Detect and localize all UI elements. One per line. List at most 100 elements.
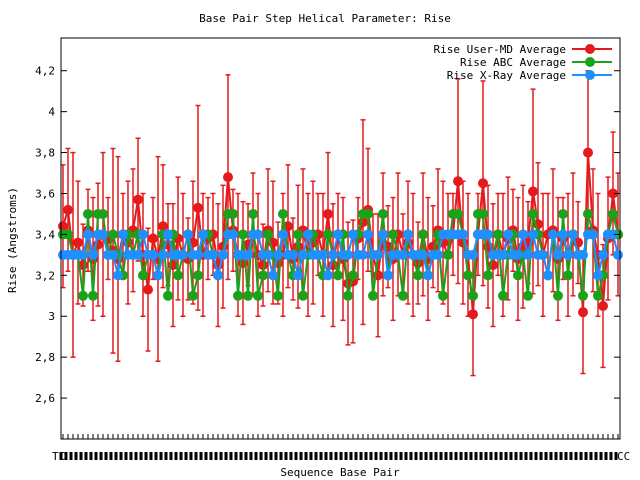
data-point bbox=[333, 270, 343, 281]
data-point bbox=[63, 204, 73, 215]
data-point bbox=[608, 229, 618, 240]
data-point bbox=[63, 229, 73, 240]
legend-label: Rise X-Ray Average bbox=[447, 69, 566, 82]
data-point bbox=[73, 237, 83, 248]
data-point bbox=[548, 229, 558, 240]
data-point bbox=[293, 229, 303, 240]
data-point bbox=[538, 249, 548, 260]
data-point bbox=[453, 208, 463, 219]
data-point bbox=[478, 178, 488, 189]
data-point bbox=[298, 290, 308, 301]
data-point bbox=[483, 270, 493, 281]
data-point bbox=[113, 270, 123, 281]
data-point bbox=[98, 208, 108, 219]
data-point bbox=[598, 249, 608, 260]
data-point bbox=[418, 249, 428, 260]
series-line bbox=[63, 233, 619, 276]
data-point bbox=[343, 249, 353, 260]
data-point bbox=[423, 270, 433, 281]
data-point bbox=[553, 249, 563, 260]
y-axis-label: Rise (Angstroms) bbox=[6, 187, 19, 293]
data-point bbox=[398, 290, 408, 301]
data-point bbox=[468, 249, 478, 260]
data-point bbox=[228, 208, 238, 219]
data-point bbox=[163, 290, 173, 301]
plot-frame bbox=[60, 37, 621, 440]
data-point bbox=[198, 229, 208, 240]
data-point bbox=[178, 249, 188, 260]
data-point bbox=[138, 229, 148, 240]
data-point bbox=[303, 229, 313, 240]
y-tick-label: 3,2 bbox=[35, 269, 55, 282]
data-point bbox=[363, 229, 373, 240]
data-point bbox=[498, 290, 508, 301]
data-point bbox=[78, 290, 88, 301]
data-point bbox=[193, 202, 203, 213]
data-point bbox=[278, 208, 288, 219]
data-point bbox=[323, 270, 333, 281]
data-point bbox=[413, 270, 423, 281]
data-point bbox=[553, 290, 563, 301]
x-axis-label: Sequence Base Pair bbox=[280, 466, 400, 479]
data-point bbox=[78, 249, 88, 260]
data-point bbox=[518, 229, 528, 240]
data-point bbox=[433, 249, 443, 260]
data-point bbox=[188, 290, 198, 301]
data-point bbox=[293, 270, 303, 281]
data-point bbox=[578, 290, 588, 301]
y-tick-label: 3,8 bbox=[35, 147, 55, 160]
data-point bbox=[108, 249, 118, 260]
data-point bbox=[568, 229, 578, 240]
data-point bbox=[233, 290, 243, 301]
data-point bbox=[173, 270, 183, 281]
data-point bbox=[88, 249, 98, 260]
data-point bbox=[318, 249, 328, 260]
legend-swatch-marker bbox=[585, 44, 595, 54]
data-point bbox=[528, 186, 538, 197]
data-point bbox=[563, 249, 573, 260]
data-point bbox=[598, 301, 608, 312]
data-point bbox=[263, 229, 273, 240]
data-point bbox=[183, 229, 193, 240]
data-point bbox=[383, 270, 393, 281]
data-point bbox=[193, 249, 203, 260]
data-point bbox=[143, 284, 153, 295]
legend-swatch-marker bbox=[585, 70, 595, 80]
data-point bbox=[418, 229, 428, 240]
data-point bbox=[243, 249, 253, 260]
data-point bbox=[83, 229, 93, 240]
data-point bbox=[458, 229, 468, 240]
data-point bbox=[523, 249, 533, 260]
legend-swatch-marker bbox=[585, 57, 595, 67]
x-tick-last-label: CC bbox=[617, 450, 630, 463]
y-tick-label: 3,6 bbox=[35, 187, 55, 200]
x-tick-first-label: TC bbox=[52, 450, 65, 463]
data-point bbox=[503, 229, 513, 240]
data-point bbox=[348, 270, 358, 281]
data-point bbox=[453, 176, 463, 187]
data-point bbox=[608, 208, 618, 219]
data-point bbox=[108, 229, 118, 240]
data-point bbox=[498, 249, 508, 260]
data-point bbox=[243, 290, 253, 301]
data-point bbox=[273, 290, 283, 301]
data-point bbox=[578, 307, 588, 318]
data-point bbox=[483, 229, 493, 240]
data-point bbox=[333, 229, 343, 240]
data-point bbox=[478, 208, 488, 219]
legend-label: Rise User-MD Average bbox=[434, 43, 566, 56]
data-point bbox=[558, 229, 568, 240]
series-3 bbox=[58, 229, 623, 281]
data-point bbox=[223, 172, 233, 183]
data-point bbox=[468, 290, 478, 301]
y-axis-ticks: 2,6 2,8 3 3,2 3,4 3,6 3,8 4 4,2 bbox=[35, 65, 620, 405]
data-point bbox=[83, 208, 93, 219]
data-point bbox=[378, 208, 388, 219]
data-point bbox=[363, 208, 373, 219]
data-point bbox=[153, 270, 163, 281]
data-point bbox=[523, 290, 533, 301]
data-point bbox=[268, 270, 278, 281]
data-point bbox=[228, 229, 238, 240]
data-point bbox=[373, 249, 383, 260]
